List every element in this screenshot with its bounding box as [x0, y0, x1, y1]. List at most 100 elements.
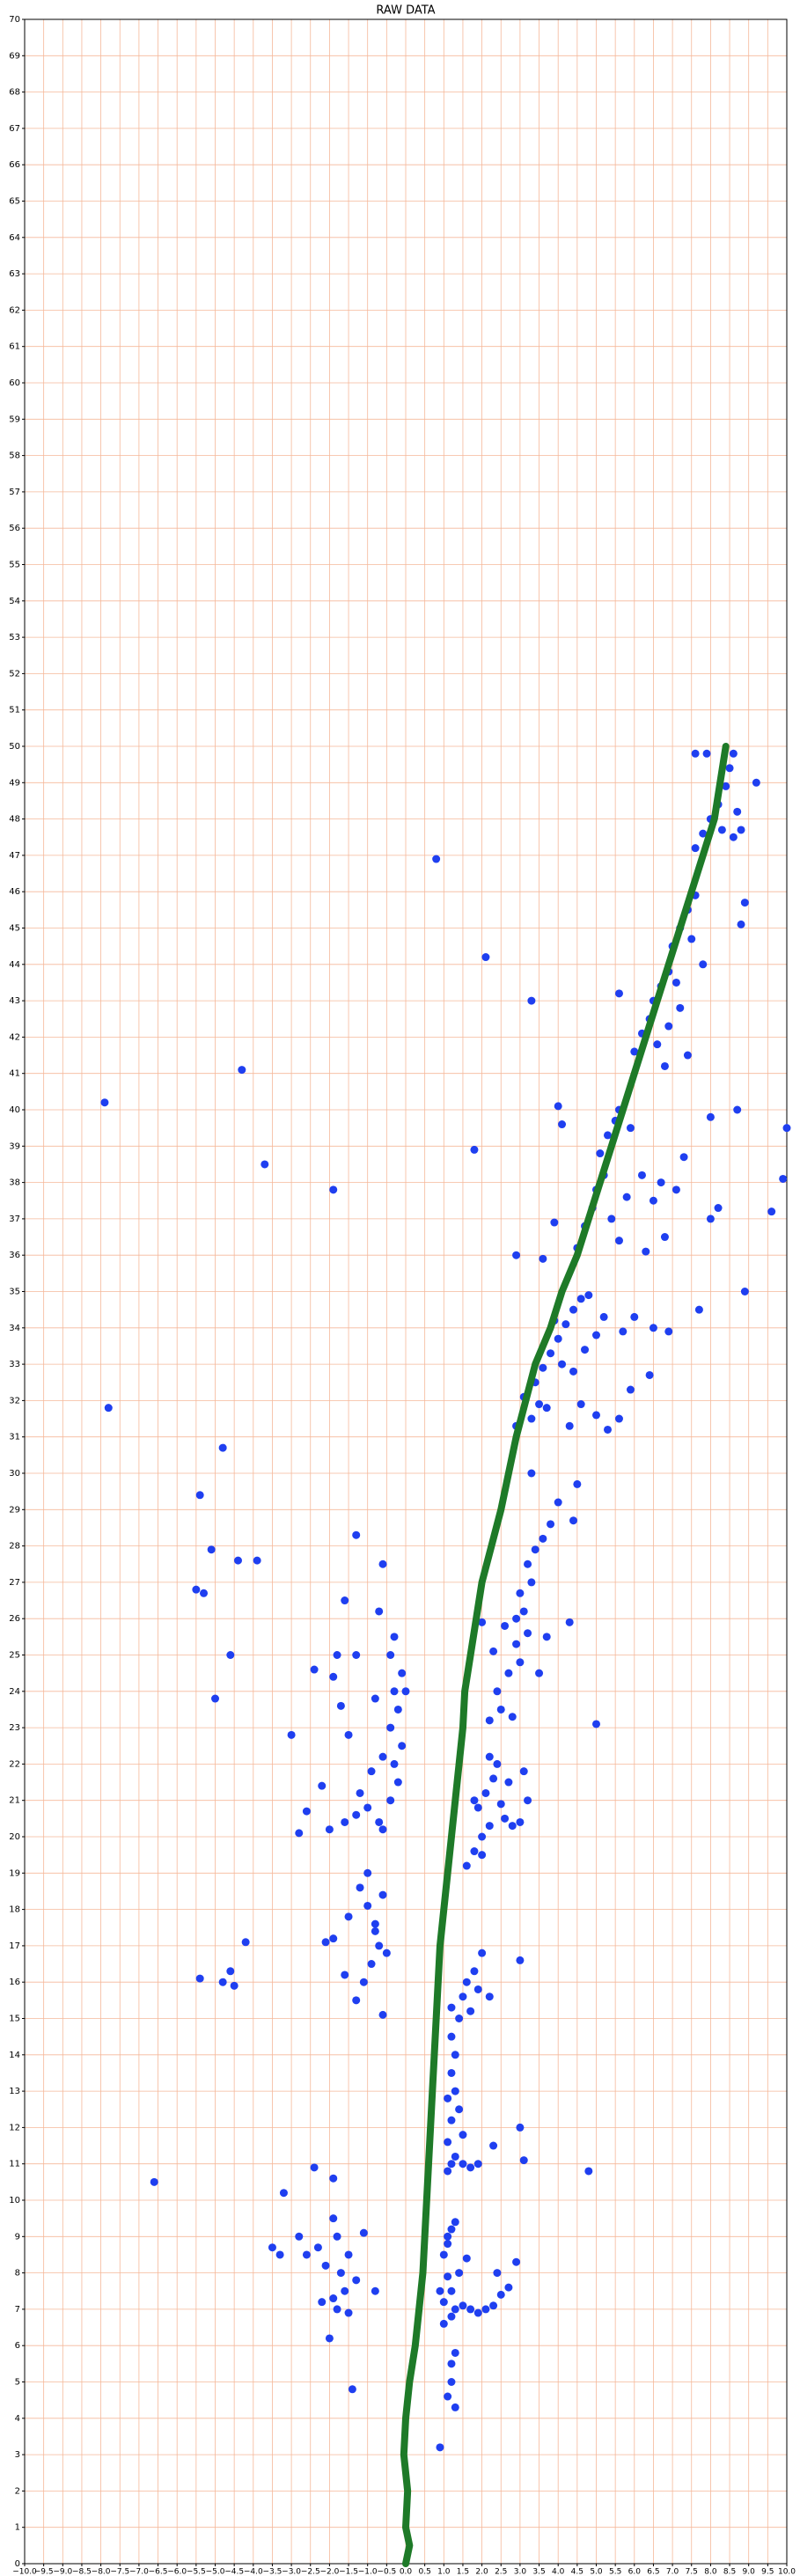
point	[501, 1621, 510, 1630]
point	[470, 1145, 479, 1154]
y-tick-label: 2	[15, 2486, 20, 2496]
point	[504, 1669, 513, 1677]
point	[473, 2308, 482, 2317]
point	[489, 1647, 498, 1655]
y-tick-label: 43	[9, 996, 20, 1006]
point	[375, 1817, 384, 1826]
point	[444, 2392, 452, 2401]
point	[447, 2225, 456, 2234]
point	[386, 1723, 395, 1732]
point	[233, 1556, 242, 1565]
point	[485, 1752, 494, 1761]
x-tick-label: 5.5	[609, 2568, 621, 2576]
point	[455, 2105, 464, 2114]
y-tick-label: 32	[9, 1396, 20, 1405]
y-tick-label: 45	[9, 924, 20, 934]
x-tick-label: −9.0	[53, 2568, 72, 2576]
point	[398, 1742, 407, 1750]
point	[473, 1803, 482, 1812]
point	[375, 1941, 384, 1950]
x-tick-label: −7.5	[110, 2568, 129, 2576]
point	[439, 2298, 448, 2307]
y-tick-label: 13	[9, 2087, 20, 2096]
point	[447, 2359, 456, 2368]
point	[344, 2250, 353, 2259]
point	[447, 2160, 456, 2169]
point	[371, 1694, 379, 1703]
point	[519, 1607, 528, 1616]
point	[473, 2160, 482, 2169]
point	[333, 2232, 341, 2241]
point	[447, 2116, 456, 2125]
point	[740, 1288, 749, 1295]
point	[653, 1040, 662, 1049]
point	[733, 807, 742, 816]
point	[740, 899, 749, 907]
y-tick-label: 48	[9, 815, 20, 825]
point	[363, 1803, 372, 1812]
point	[496, 2290, 505, 2299]
point	[451, 2403, 459, 2411]
point	[200, 1589, 209, 1597]
y-tick-label: 53	[9, 633, 20, 642]
point	[321, 1938, 330, 1947]
point	[333, 1651, 341, 1659]
point	[485, 1822, 494, 1831]
point	[352, 1651, 361, 1659]
x-tick-label: 0.5	[418, 2568, 430, 2576]
y-tick-label: 30	[9, 1469, 20, 1479]
y-tick-label: 21	[9, 1796, 20, 1806]
point	[241, 1938, 250, 1947]
point	[672, 1185, 680, 1194]
point	[313, 2243, 322, 2252]
point	[462, 1861, 471, 1870]
point	[660, 1233, 669, 1242]
point	[192, 1585, 201, 1594]
point	[637, 1171, 646, 1179]
point	[447, 2312, 456, 2321]
point	[504, 1778, 513, 1787]
point	[329, 2294, 338, 2303]
point	[268, 2243, 276, 2252]
point	[371, 1926, 379, 1935]
point	[356, 1788, 364, 1797]
point	[702, 749, 711, 758]
y-tick-label: 22	[9, 1759, 20, 1769]
point	[451, 2305, 459, 2314]
point	[581, 1346, 590, 1354]
point	[531, 1545, 539, 1554]
point	[318, 1781, 327, 1790]
point	[542, 1404, 551, 1413]
point	[691, 749, 700, 758]
point	[462, 2254, 471, 2263]
point	[493, 1759, 502, 1768]
point	[512, 1640, 521, 1648]
point	[459, 1993, 467, 2001]
point	[344, 1912, 353, 1921]
point	[329, 1672, 338, 1681]
point	[378, 2010, 387, 2019]
point	[451, 2218, 459, 2227]
point	[485, 1993, 494, 2001]
y-tick-label: 60	[9, 378, 20, 388]
point	[367, 1767, 376, 1776]
point	[444, 2232, 452, 2241]
x-tick-label: 3.5	[532, 2568, 545, 2576]
y-tick-label: 19	[9, 1868, 20, 1878]
point	[714, 1204, 723, 1213]
y-tick-label: 67	[9, 124, 20, 134]
y-tick-label: 49	[9, 778, 20, 788]
point	[569, 1367, 578, 1376]
x-tick-label: 7.5	[686, 2568, 698, 2576]
point	[451, 2348, 459, 2357]
point	[524, 1796, 532, 1805]
y-tick-label: 0	[15, 2559, 20, 2569]
point	[481, 2305, 490, 2314]
point	[547, 1520, 555, 1529]
x-tick-label: 9.5	[761, 2568, 774, 2576]
point	[508, 1822, 517, 1831]
point	[393, 1705, 402, 1714]
point	[539, 1254, 547, 1263]
point	[104, 1404, 113, 1413]
y-tick-label: 35	[9, 1288, 20, 1297]
